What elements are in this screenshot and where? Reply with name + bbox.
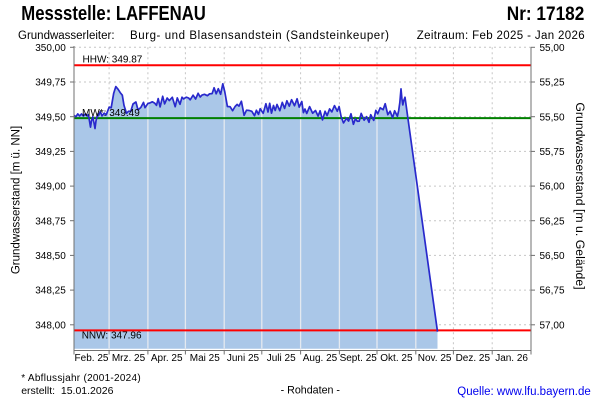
svg-text:56,75: 56,75 xyxy=(540,286,565,297)
svg-text:Grundwasserstand [m ü. NN]: Grundwasserstand [m ü. NN] xyxy=(10,126,22,274)
svg-text:erstellt: 15.01.2026: erstellt: 15.01.2026 xyxy=(21,385,113,397)
svg-text:56,00: 56,00 xyxy=(540,182,565,193)
svg-text:Apr. 25: Apr. 25 xyxy=(151,353,183,364)
svg-text:Messstelle: LAFFENAU: Messstelle: LAFFENAU xyxy=(21,3,206,25)
svg-text:* Abflussjahr (2001-2024): * Abflussjahr (2001-2024) xyxy=(21,373,141,384)
svg-text:Grundwasserleiter:: Grundwasserleiter: xyxy=(18,30,115,42)
svg-text:57,00: 57,00 xyxy=(540,320,565,331)
svg-text:56,50: 56,50 xyxy=(540,251,565,262)
svg-text:Nov. 25: Nov. 25 xyxy=(418,353,452,364)
svg-text:Grundwasserstand [m u. Gelände: Grundwasserstand [m u. Gelände] xyxy=(573,102,587,289)
svg-text:349,50: 349,50 xyxy=(35,112,66,123)
svg-text:Mai 25: Mai 25 xyxy=(190,353,220,364)
svg-text:348,00: 348,00 xyxy=(35,320,66,331)
svg-text:56,25: 56,25 xyxy=(540,216,565,227)
svg-text:Aug. 25: Aug. 25 xyxy=(303,353,338,364)
svg-text:Jan. 26: Jan. 26 xyxy=(495,353,528,364)
svg-text:55,00: 55,00 xyxy=(540,43,565,54)
svg-text:MW*: 349.49: MW*: 349.49 xyxy=(82,108,140,119)
svg-text:348,50: 348,50 xyxy=(35,251,66,262)
svg-text:Juni 25: Juni 25 xyxy=(227,353,260,364)
svg-text:Okt. 25: Okt. 25 xyxy=(380,353,413,364)
svg-text:Feb. 25: Feb. 25 xyxy=(75,353,109,364)
svg-text:HHW: 349.87: HHW: 349.87 xyxy=(83,55,143,66)
svg-text:Burg- und Blasensandstein (San: Burg- und Blasensandstein (Sandsteinkeup… xyxy=(130,30,389,42)
svg-text:Mrz. 25: Mrz. 25 xyxy=(112,353,146,364)
svg-text:349,75: 349,75 xyxy=(35,78,66,89)
svg-text:NNW: 347.96: NNW: 347.96 xyxy=(82,331,142,342)
svg-text:348,25: 348,25 xyxy=(35,286,66,297)
svg-text:Dez. 25: Dez. 25 xyxy=(456,353,491,364)
svg-text:Nr: 17182: Nr: 17182 xyxy=(507,4,585,25)
svg-text:Sept. 25: Sept. 25 xyxy=(340,353,378,364)
svg-text:349,00: 349,00 xyxy=(35,182,66,193)
svg-text:Quelle: www.lfu.bayern.de: Quelle: www.lfu.bayern.de xyxy=(457,386,591,398)
svg-text:348,75: 348,75 xyxy=(35,216,66,227)
svg-text:350,00: 350,00 xyxy=(35,43,66,54)
svg-text:55,75: 55,75 xyxy=(540,147,565,158)
svg-text:- Rohdaten -: - Rohdaten - xyxy=(281,385,341,397)
svg-text:349,25: 349,25 xyxy=(35,147,66,158)
svg-text:55,50: 55,50 xyxy=(540,112,565,123)
svg-text:55,25: 55,25 xyxy=(540,78,565,89)
svg-text:Juli 25: Juli 25 xyxy=(267,353,296,364)
svg-text:Zeitraum: Feb 2025 - Jan 2026: Zeitraum: Feb 2025 - Jan 2026 xyxy=(417,30,585,42)
